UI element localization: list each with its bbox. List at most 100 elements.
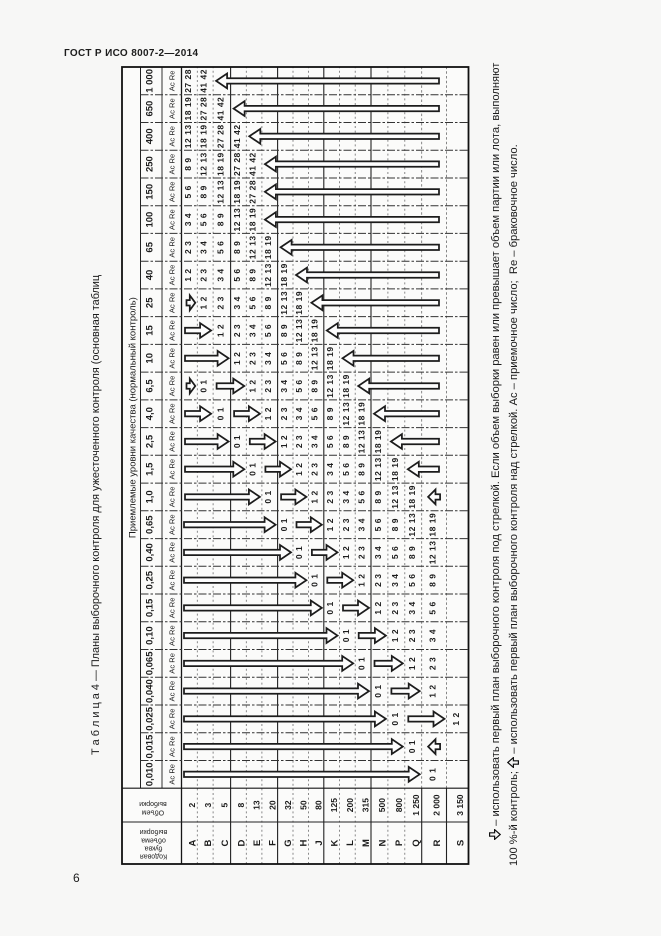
svg-text:1,5: 1,5 [145,462,156,476]
svg-text:1 2: 1 2 [310,490,320,503]
svg-text:0 1: 0 1 [357,657,367,670]
svg-text:0 1: 0 1 [325,601,335,614]
svg-text:B: B [203,839,214,846]
svg-text:5 6: 5 6 [310,407,320,420]
svg-text:41 42: 41 42 [199,69,209,93]
svg-text:0 1: 0 1 [279,518,289,531]
svg-text:12 13: 12 13 [183,124,193,148]
svg-text:2 3: 2 3 [263,379,273,392]
svg-text:18 19: 18 19 [294,291,304,315]
svg-text:18 19: 18 19 [325,346,335,370]
svg-text:0 1: 0 1 [232,435,242,448]
svg-text:12 13: 12 13 [232,208,242,232]
svg-text:3 4: 3 4 [407,601,417,614]
svg-text:18 19: 18 19 [407,485,417,509]
svg-text:0 1: 0 1 [199,379,209,392]
svg-text:3 4: 3 4 [428,629,438,642]
svg-text:12 13: 12 13 [341,402,351,426]
svg-text:5 6: 5 6 [232,268,242,281]
svg-text:41 42: 41 42 [215,97,225,121]
svg-text:27 28: 27 28 [248,180,258,204]
svg-text:C: C [220,839,231,846]
svg-text:0,065: 0,065 [145,651,156,675]
svg-text:0 1: 0 1 [248,463,258,476]
svg-text:1 2: 1 2 [325,518,335,531]
svg-text:0 1: 0 1 [390,712,400,725]
svg-text:Ac Re: Ac Re [168,431,177,452]
svg-text:1 2: 1 2 [199,296,209,309]
svg-text:12 13: 12 13 [310,346,320,370]
svg-text:J: J [314,840,325,845]
svg-text:буква: буква [144,844,162,852]
svg-text:10: 10 [145,353,156,364]
svg-text:Ac Re: Ac Re [168,487,177,508]
svg-text:E: E [252,840,263,846]
svg-text:0,025: 0,025 [145,706,156,730]
svg-text:Приемлемые уровни качества (но: Приемлемые уровни качества (нормальный к… [127,297,138,538]
svg-text:2 3: 2 3 [390,601,400,614]
svg-text:2 3: 2 3 [232,324,242,337]
svg-text:2 3: 2 3 [248,352,258,365]
svg-text:3 4: 3 4 [357,518,367,531]
svg-text:27 28: 27 28 [199,97,209,121]
svg-text:F: F [268,840,279,846]
svg-text:D: D [236,839,247,846]
svg-text:2 3: 2 3 [357,546,367,559]
svg-text:0 1: 0 1 [294,546,304,559]
svg-text:1 2: 1 2 [451,712,461,725]
svg-text:0,40: 0,40 [145,543,156,562]
svg-text:5 6: 5 6 [294,379,304,392]
svg-text:8 9: 8 9 [390,518,400,531]
svg-text:50: 50 [298,800,308,810]
svg-text:L: L [345,840,356,846]
svg-text:0 1: 0 1 [373,684,383,697]
svg-text:1 2: 1 2 [357,574,367,587]
svg-text:8 9: 8 9 [232,241,242,254]
svg-text:Ac Re: Ac Re [168,542,177,563]
svg-text:12 13: 12 13 [373,457,383,481]
svg-text:12 13: 12 13 [357,430,367,454]
svg-text:3 4: 3 4 [215,268,225,281]
svg-text:0 1: 0 1 [310,574,320,587]
svg-text:8 9: 8 9 [294,352,304,365]
svg-text:12 13: 12 13 [428,541,438,565]
svg-text:2 3: 2 3 [310,463,320,476]
svg-text:Ac Re: Ac Re [168,98,177,119]
svg-text:5 6: 5 6 [407,574,417,587]
svg-text:2 3: 2 3 [325,490,335,503]
svg-text:3 4: 3 4 [232,296,242,309]
svg-text:18 19: 18 19 [373,430,383,454]
svg-text:250: 250 [145,156,156,172]
svg-text:Ac Re: Ac Re [168,764,177,785]
svg-text:5 6: 5 6 [357,490,367,503]
svg-text:1 2: 1 2 [232,352,242,365]
svg-text:5 6: 5 6 [263,324,273,337]
svg-text:S: S [455,840,466,846]
svg-text:Ac Re: Ac Re [168,459,177,480]
svg-text:Кодовая: Кодовая [140,853,167,860]
svg-text:41 42: 41 42 [232,124,242,148]
svg-text:0,65: 0,65 [145,515,156,534]
svg-text:Ac Re: Ac Re [168,292,177,313]
svg-text:13: 13 [252,800,262,810]
svg-text:5 6: 5 6 [390,546,400,559]
svg-text:18 19: 18 19 [232,180,242,204]
svg-text:1 2: 1 2 [183,268,193,281]
svg-text:Ac Re: Ac Re [168,237,177,258]
svg-text:R: R [432,839,443,846]
svg-text:5 6: 5 6 [199,213,209,226]
svg-text:3 4: 3 4 [183,213,193,226]
svg-text:18 19: 18 19 [341,374,351,398]
svg-text:5 6: 5 6 [373,518,383,531]
svg-text:400: 400 [145,128,156,144]
svg-text:2 3: 2 3 [279,407,289,420]
svg-text:0,15: 0,15 [145,598,156,617]
svg-text:18 19: 18 19 [310,319,320,343]
svg-text:8 9: 8 9 [310,379,320,392]
svg-text:Ac Re: Ac Re [168,376,177,397]
svg-text:2 000: 2 000 [432,794,442,816]
svg-text:1 2: 1 2 [390,629,400,642]
svg-text:18 19: 18 19 [183,97,193,121]
svg-text:15: 15 [145,325,156,336]
svg-text:800: 800 [394,798,404,812]
